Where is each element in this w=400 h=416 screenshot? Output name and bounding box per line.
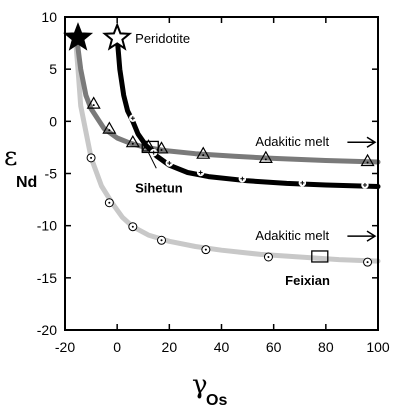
- sample-box: [141, 140, 159, 154]
- triangle-marker: [102, 121, 117, 134]
- series-curves: [72, 35, 381, 264]
- plot-frame: [64, 16, 379, 331]
- x-tick-label: 20: [162, 339, 178, 355]
- marker-dot: [90, 156, 93, 159]
- marker-dot: [267, 255, 270, 258]
- x-axis-label: γ Os: [192, 370, 227, 409]
- series-line-black: [114, 35, 381, 189]
- triangle-marker: [125, 134, 140, 148]
- x-axis-label-symbol: γ: [192, 370, 208, 400]
- marker-dot: [204, 248, 207, 251]
- series-markers: [86, 96, 375, 267]
- axis-ticks: -20 0 20 40 60 80 100 -20 -15 -10 -5 0 5 10: [37, 9, 390, 355]
- x-tick-label: -20: [55, 339, 75, 355]
- marker-dot: [108, 129, 111, 132]
- triangle-marker: [360, 153, 375, 167]
- y-tick-label: 0: [49, 113, 57, 129]
- marker-dot: [131, 225, 134, 228]
- star-label: Peridotite: [135, 31, 190, 46]
- leader-line: [148, 152, 157, 169]
- chart-annotations: Peridotite Sihetun Feixian Adakitic melt Ada…: [63, 22, 377, 288]
- y-tick-label: 5: [49, 61, 57, 77]
- triangle-marker: [86, 96, 101, 109]
- sample-box: [311, 250, 329, 263]
- x-axis-label-subscript: Os: [206, 392, 227, 409]
- sample-label-feixian: Feixian: [285, 273, 330, 288]
- y-tick-label: -15: [37, 270, 57, 286]
- sample-label-sihetun: Sihetun: [135, 180, 183, 195]
- x-tick-label: 80: [318, 339, 334, 355]
- triangle-marker: [141, 139, 156, 152]
- series-line-medium-gray: [74, 35, 381, 165]
- annotation-text: Adakitic melt: [255, 228, 329, 243]
- x-tick-label: 40: [214, 339, 230, 355]
- marker-dot: [160, 239, 163, 242]
- y-axis-label-symbol: ε: [4, 142, 17, 172]
- marker-dot: [147, 146, 150, 149]
- y-tick-label: -20: [37, 322, 57, 338]
- x-tick-label: 60: [266, 339, 282, 355]
- arrow-right-icon: [366, 136, 377, 148]
- y-tick-label: 10: [41, 9, 57, 25]
- marker-dot: [92, 104, 95, 107]
- y-axis-label-subscript: Nd: [16, 174, 37, 191]
- y-axis-label: ε Nd: [4, 142, 37, 191]
- marker-dot: [264, 158, 267, 161]
- y-tick-label: -5: [45, 166, 58, 182]
- x-tick-label: 0: [113, 339, 121, 355]
- y-tick-label: -10: [37, 218, 57, 234]
- filled-star-icon: [63, 22, 94, 51]
- open-star-icon: [102, 22, 133, 51]
- marker-dot: [108, 201, 111, 204]
- x-tick-label: 100: [366, 339, 390, 355]
- triangle-marker: [196, 146, 211, 159]
- marker-dot: [131, 142, 134, 145]
- annotation-text: Adakitic melt: [255, 134, 329, 149]
- marker-dot: [366, 261, 369, 264]
- triangle-marker: [258, 150, 273, 163]
- marker-dot: [202, 154, 205, 157]
- arrow-right-icon: [366, 230, 377, 242]
- marker-dot: [160, 148, 163, 151]
- marker-dot: [366, 161, 369, 164]
